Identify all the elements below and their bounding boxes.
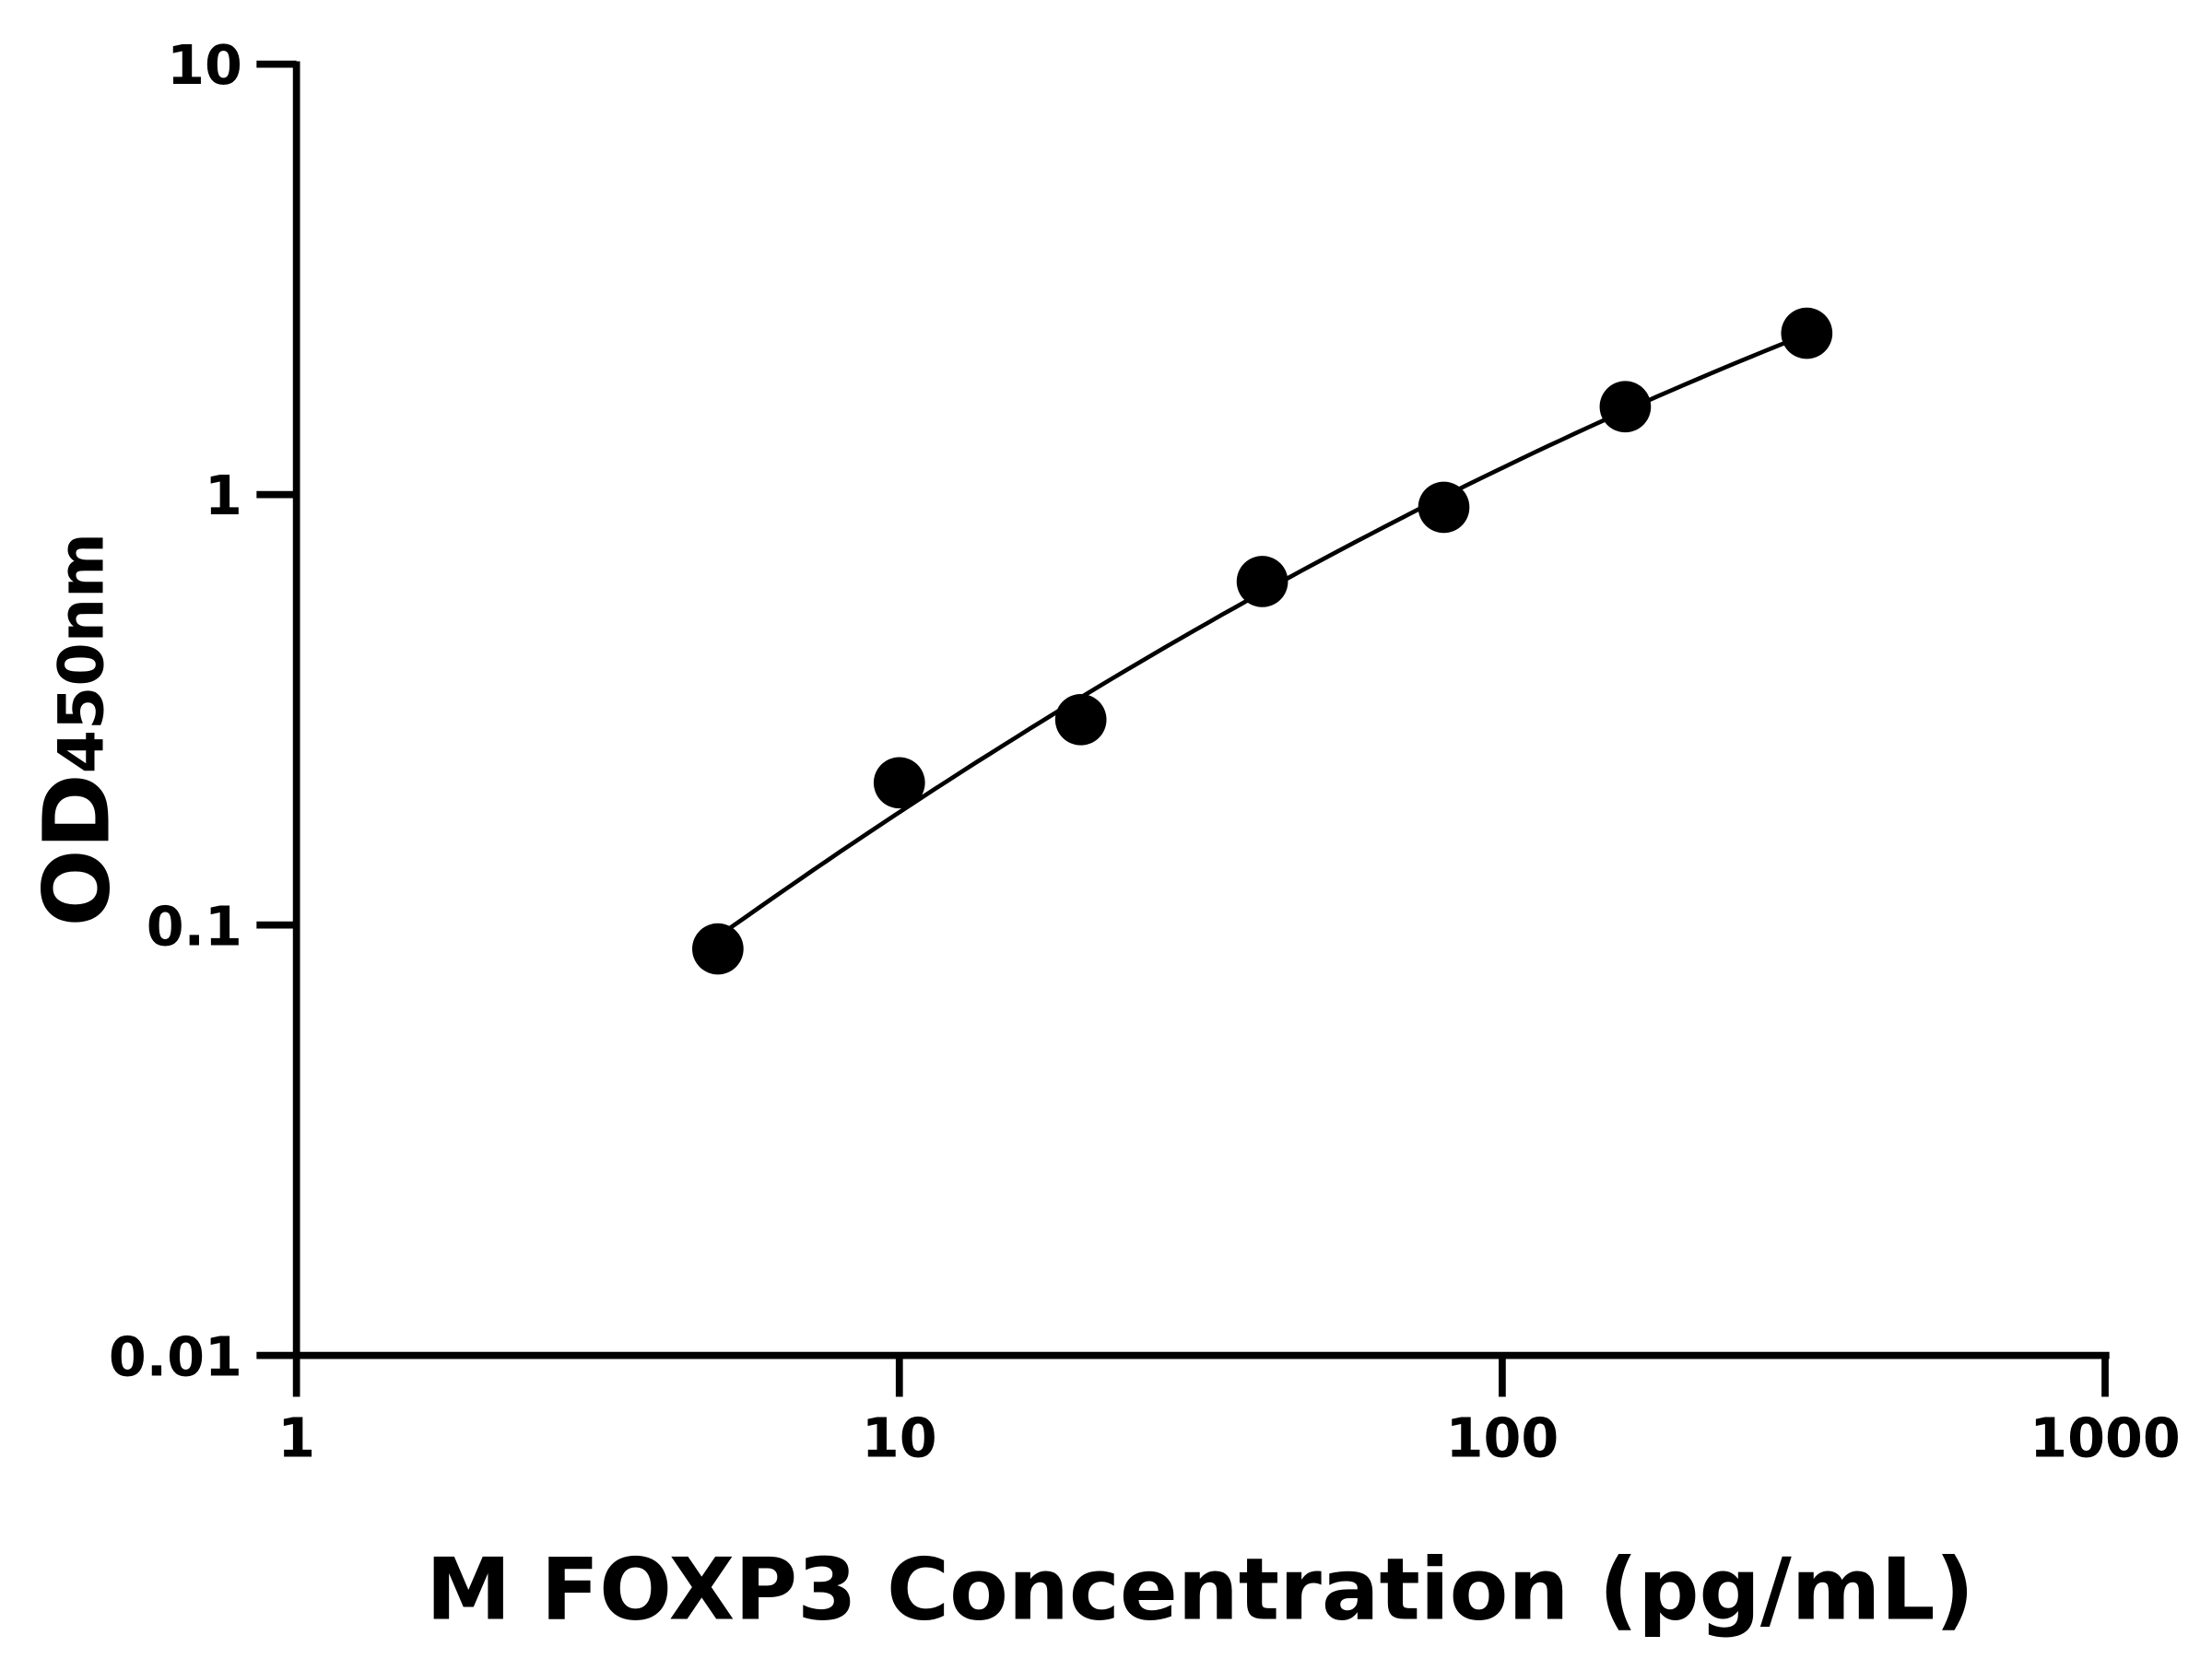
y-tick-label: 0.1 [147, 894, 242, 958]
y-tick-label: 1 [205, 464, 242, 527]
data-point [1054, 693, 1107, 746]
x-tick-label: 100 [1446, 1406, 1559, 1469]
y-tick-label: 0.01 [109, 1324, 242, 1388]
data-point [1236, 556, 1288, 607]
data-point [692, 923, 744, 975]
y-axis-title-subscript: 450nm [45, 533, 118, 773]
data-point [873, 757, 925, 809]
y-axis-title-main: OD [25, 773, 131, 926]
x-ticks: 1 10 100 1000 [277, 1355, 2181, 1469]
y-tick-label: 10 [167, 33, 242, 97]
y-axis-title: OD450nm [25, 533, 131, 927]
data-points [692, 307, 1833, 975]
axes [292, 61, 2110, 1359]
y-ticks: 0.01 0.1 1 10 [109, 33, 297, 1388]
x-tick-label: 1 [277, 1406, 315, 1469]
x-tick-label: 10 [862, 1406, 937, 1469]
data-point [1418, 481, 1470, 534]
data-point [1599, 381, 1652, 433]
x-axis-title: M FOXP3 Concentration (pg/mL) [426, 1540, 1974, 1640]
data-point [1781, 307, 1833, 359]
x-tick-label: 1000 [2030, 1406, 2181, 1469]
